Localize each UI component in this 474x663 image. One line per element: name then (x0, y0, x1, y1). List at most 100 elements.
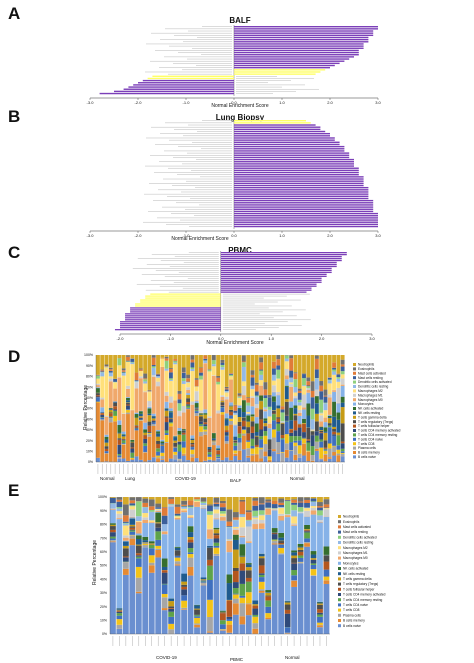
stacked-segment (323, 448, 328, 450)
stacked-segment (122, 525, 129, 536)
stacked-segment (121, 435, 126, 437)
stacked-segment (194, 407, 199, 409)
stacked-segment (96, 396, 100, 398)
panel-b-xlabel: Normal Enrichment Score (171, 236, 229, 242)
stacked-segment (117, 424, 122, 433)
stacked-segment (135, 591, 142, 594)
enrichment-bar (220, 265, 337, 268)
stacked-segment (168, 506, 175, 599)
stacked-segment (155, 503, 162, 508)
stacked-segment (245, 563, 252, 565)
enrichment-bar (123, 88, 234, 90)
enrichment-bar (234, 176, 364, 178)
stacked-segment (143, 383, 148, 392)
stacked-segment (323, 569, 330, 577)
stacked-segment (239, 556, 246, 564)
stacked-segment (110, 508, 116, 510)
stacked-segment (297, 511, 304, 513)
stacked-segment (194, 413, 199, 416)
enrichment-bar (125, 315, 221, 317)
stacked-segment (181, 412, 186, 430)
stacked-segment (200, 508, 207, 578)
stacked-segment (168, 380, 173, 397)
stacked-segment (143, 381, 148, 384)
x-tick-label: 2.0 (327, 100, 333, 105)
stacked-segment (147, 392, 152, 401)
stacked-segment (143, 452, 148, 462)
stacked-segment (263, 411, 268, 419)
stacked-segment (181, 381, 186, 384)
stacked-segment (317, 609, 323, 613)
stacked-segment (168, 505, 175, 507)
stacked-segment (336, 445, 341, 450)
stacked-segment (121, 375, 126, 414)
stacked-segment (117, 455, 122, 458)
stacked-segment (332, 426, 336, 430)
stacked-segment (306, 415, 311, 428)
stacked-segment (310, 498, 317, 502)
stacked-segment (160, 358, 165, 367)
stacked-segment (239, 595, 246, 598)
stacked-segment (194, 410, 199, 412)
stacked-segment (108, 412, 113, 414)
legend-label: Eosinophils (343, 520, 360, 524)
stacked-segment (220, 513, 226, 517)
stacked-segment (306, 427, 311, 440)
stacked-segment (284, 627, 291, 633)
stacked-segment (174, 550, 181, 556)
stacked-segment (271, 540, 278, 542)
stacked-segment (280, 412, 285, 422)
stacked-segment (108, 417, 113, 419)
stacked-segment (177, 444, 182, 452)
stacked-segment (336, 432, 341, 435)
enrichment-bar (128, 86, 234, 88)
enrichment-bar (234, 158, 354, 161)
enrichment-bar (234, 122, 311, 124)
stacked-segment (173, 362, 178, 365)
stacked-segment (304, 507, 310, 509)
enrichment-bar (220, 257, 342, 260)
stacked-segment (239, 497, 246, 500)
legend-label: T cells CD8 (358, 442, 375, 446)
enrichment-bar (220, 259, 342, 262)
stacked-segment (332, 455, 336, 462)
stacked-segment (239, 537, 246, 545)
stacked-segment (284, 434, 289, 444)
stacked-segment (340, 441, 345, 444)
stacked-segment (173, 437, 178, 441)
stacked-segment (160, 456, 165, 459)
enrichment-bar (220, 252, 347, 254)
panel-a-letter: A (8, 4, 21, 23)
stacked-segment (181, 505, 187, 507)
stacked-segment (258, 574, 265, 578)
enrichment-bar (234, 225, 378, 228)
stacked-segment (310, 559, 317, 564)
stacked-segment (113, 382, 118, 389)
stacked-segment (173, 435, 178, 437)
stacked-segment (306, 440, 311, 443)
stacked-segment (161, 507, 168, 516)
legend-swatch (338, 515, 341, 518)
stacked-segment (314, 389, 319, 396)
stacked-segment (211, 438, 216, 441)
stacked-segment (181, 609, 187, 610)
stacked-segment (177, 390, 182, 394)
x-tick-label: 2.0 (319, 336, 325, 341)
stacked-segment (117, 457, 122, 459)
stacked-segment (310, 563, 317, 565)
stacked-segment (211, 375, 216, 433)
y-tick-label: 70% (100, 536, 107, 540)
enrichment-bar (234, 139, 335, 141)
stacked-segment (340, 378, 345, 385)
legend-label: T cells CD8 (343, 608, 360, 612)
stacked-segment (289, 370, 294, 378)
stacked-segment (126, 385, 130, 389)
enrichment-bar (120, 327, 221, 329)
stacked-segment (126, 404, 130, 406)
stacked-segment (284, 399, 289, 402)
stacked-segment (272, 414, 276, 421)
legend-swatch (338, 572, 341, 576)
stacked-segment (289, 384, 294, 387)
stacked-segment (186, 409, 191, 461)
stacked-segment (327, 443, 332, 449)
